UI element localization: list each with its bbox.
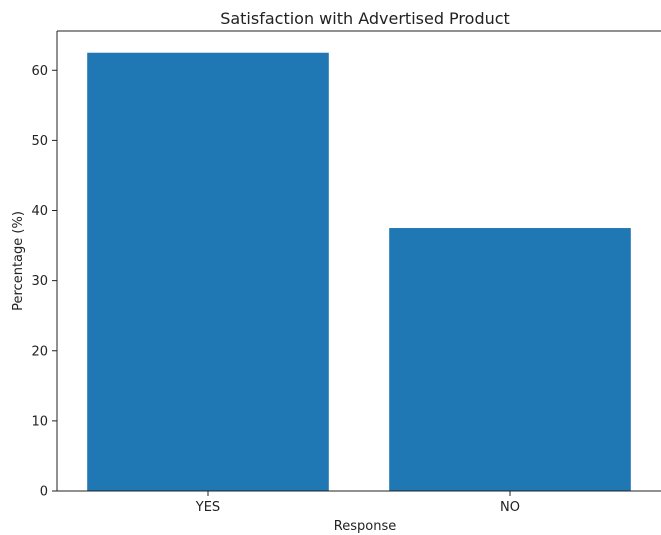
y-tick-label: 50 [31,134,48,149]
y-tick-label: 60 [31,64,48,79]
y-tick-label: 40 [31,204,48,219]
y-tick-label: 0 [40,485,48,500]
x-axis-ticks: YES NO [195,491,520,515]
plot-area [87,52,631,492]
x-tick-label: YES [195,500,220,515]
y-tick-label: 20 [31,344,48,359]
y-tick-label: 30 [31,274,48,289]
y-axis-label: Percentage (%) [11,211,26,311]
y-tick-label: 10 [31,414,48,429]
x-tick-label: NO [500,500,520,515]
x-axis-label: Response [334,519,396,534]
y-axis-ticks: 0 10 20 30 40 50 60 [31,64,57,500]
chart-title: Satisfaction with Advertised Product [220,9,510,28]
bar-no [389,228,631,492]
bar-yes [87,52,329,492]
